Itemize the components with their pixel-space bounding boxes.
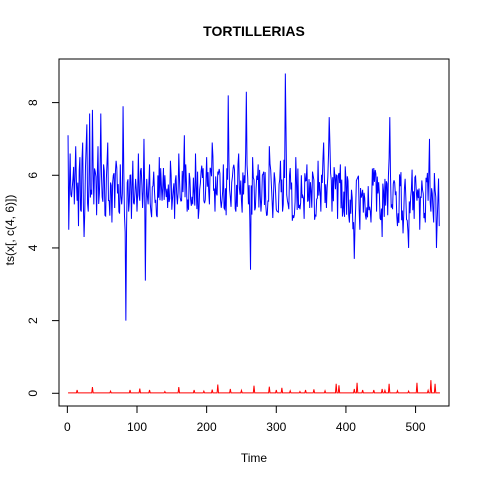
- y-axis-label: ts(x[, c(4, 6)]): [3, 195, 17, 266]
- x-tick-label: 200: [197, 420, 217, 434]
- x-tick-label: 100: [127, 420, 147, 434]
- x-tick-label: 400: [336, 420, 356, 434]
- y-tick-label: 2: [26, 317, 40, 324]
- series-line-blue: [67, 73, 440, 321]
- y-tick-label: 0: [26, 390, 40, 397]
- y-axis: 0 2 4 6 8: [26, 99, 60, 397]
- chart-title: TORTILLERIAS: [203, 23, 305, 39]
- series-line-red: [68, 380, 440, 394]
- y-tick-label: 8: [26, 99, 40, 106]
- x-tick-label: 0: [64, 420, 71, 434]
- x-axis-label: Time: [241, 451, 268, 465]
- x-axis: 0 100 200 300 400 500: [64, 405, 426, 434]
- y-tick-label: 6: [26, 172, 40, 179]
- x-tick-label: 300: [266, 420, 286, 434]
- series-layer: [67, 73, 440, 394]
- plot-frame: [58, 58, 450, 407]
- x-tick-label: 500: [406, 420, 426, 434]
- y-tick-label: 4: [26, 244, 40, 251]
